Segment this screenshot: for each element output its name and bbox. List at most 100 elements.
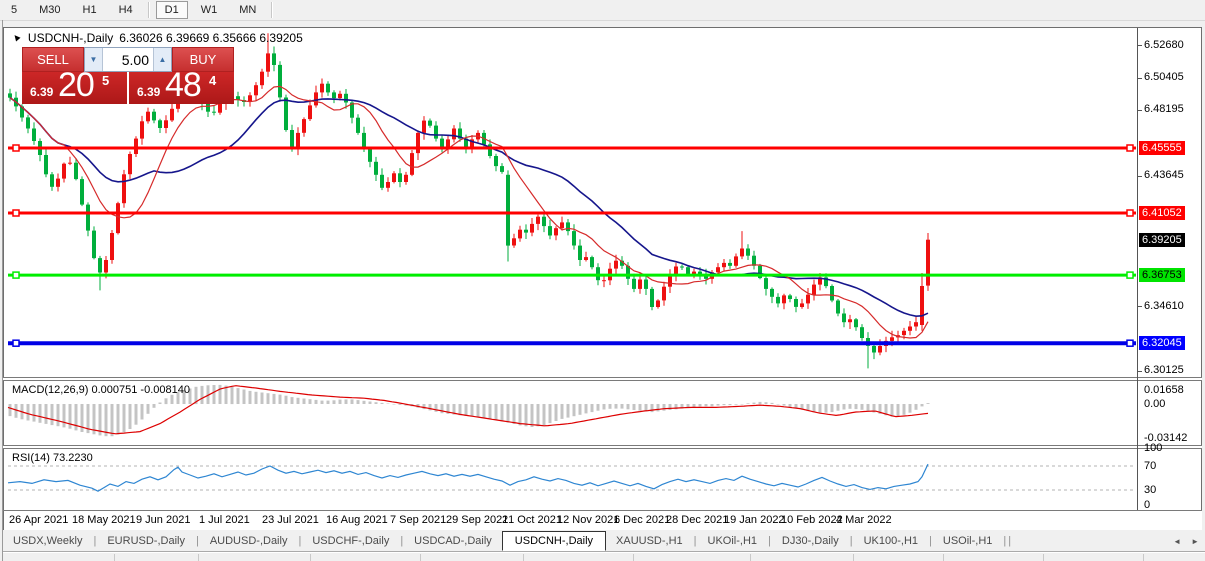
panel-separator[interactable] [3, 377, 1202, 381]
buy-price-sup: 4 [209, 73, 217, 88]
one-click-trade-panel: SELL ▼ ▲ BUY 6.39 20 5 6.39 48 4 [22, 47, 234, 104]
time-axis-label: 26 Apr 2021 [9, 514, 69, 526]
chart-tab-audusd-daily[interactable]: AUDUSD-,Daily [209, 535, 288, 547]
tab-separator: | [93, 535, 97, 547]
rsi-axis-label: 0 [1144, 499, 1151, 511]
buy-price-display[interactable]: 6.39 48 4 [129, 66, 234, 104]
buy-price-big: 48 [165, 66, 202, 104]
time-axis: 26 Apr 2021 18 May 2021 9 Jun 2021 1 Jul 20… [4, 511, 1202, 530]
chart-tab-dj30-daily[interactable]: DJ30-,Daily [781, 535, 839, 547]
terminal-panel-edge [3, 552, 1205, 561]
tab-separator: | [1003, 535, 1007, 547]
timeframe-button-h4[interactable]: H4 [118, 4, 133, 16]
buy-button[interactable]: BUY [172, 47, 234, 72]
volume-decrease-icon[interactable]: ▼ [85, 48, 103, 71]
time-axis-label: 21 Oct 2021 [502, 514, 562, 526]
time-axis-label: 28 Dec 2021 [666, 514, 729, 526]
column-separator [750, 554, 751, 561]
chart-tab-usdchf-daily[interactable]: USDCHF-,Daily [312, 535, 390, 547]
axis-tick [1137, 110, 1142, 111]
time-axis-label: 19 Jan 2022 [724, 514, 785, 526]
time-axis-label: 9 Jun 2021 [136, 514, 191, 526]
tab-separator: | [693, 535, 697, 547]
tab-separator: | [1008, 535, 1012, 547]
macd-axis-label: -0.03142 [1144, 431, 1188, 444]
chart-tab-uk100-h1[interactable]: UK100-,H1 [863, 535, 919, 547]
volume-increase-icon[interactable]: ▲ [153, 48, 171, 71]
column-separator [523, 554, 524, 561]
macd-signal-line [7, 385, 929, 435]
axis-tick [1137, 176, 1142, 177]
price-axis-label: 6.30125 [1144, 364, 1184, 376]
sell-button[interactable]: SELL [22, 47, 84, 72]
axis-tick [1137, 371, 1142, 372]
price-badge: 6.39205 [1139, 233, 1185, 247]
timeframe-toolbar: 5 M30 H1 H4 D1 W1 MN [0, 0, 1205, 21]
tab-scroll-left-icon[interactable]: ◄ [1173, 537, 1182, 546]
rsi-indicator-canvas [7, 463, 1136, 492]
ma-slow-line [9, 97, 929, 318]
price-badge: 6.45555 [1139, 141, 1185, 155]
timeframe-button-mn[interactable]: MN [239, 4, 257, 16]
time-axis-label: 29 Sep 2021 [446, 514, 509, 526]
column-separator [114, 554, 115, 561]
column-separator [198, 554, 199, 561]
main-chart-canvas[interactable] [6, 28, 1136, 378]
tab-separator: | [400, 535, 404, 547]
tab-scroll-right-icon[interactable]: ► [1191, 537, 1199, 546]
chart-tab-eurusd-daily[interactable]: EURUSD-,Daily [107, 535, 185, 547]
macd-indicator-label: MACD(12,26,9) 0.000751 -0.008140 [12, 384, 190, 396]
window-left-border [2, 20, 3, 561]
axis-tick [1137, 45, 1142, 46]
chart-tab-xauusd-h1[interactable]: XAUUSD-,H1 [616, 535, 683, 547]
chart-tab-usdcad-daily[interactable]: USDCAD-,Daily [414, 535, 492, 547]
chart-tab-usdcnh-daily[interactable]: USDCNH-,Daily [501, 531, 607, 551]
timeframe-button-5[interactable]: 5 [11, 4, 18, 16]
price-badge: 6.41052 [1139, 206, 1185, 220]
timeframe-button-d1[interactable]: D1 [155, 1, 188, 19]
panel-separator[interactable] [3, 445, 1202, 449]
price-axis-line [1137, 28, 1138, 510]
tab-scroll-arrows: ◄ ► [1173, 537, 1199, 546]
timeframe-button-h1[interactable]: H1 [82, 4, 97, 16]
tab-separator: | [849, 535, 853, 547]
volume-input[interactable] [103, 48, 153, 71]
sell-price-sup: 5 [102, 73, 110, 88]
tab-separator: | [768, 535, 771, 547]
column-separator [1143, 554, 1144, 561]
tab-separator: | [195, 535, 199, 547]
chart-tab-bar: USDX,Weekly | EURUSD-,Daily | AUDUSD-,Daily |… [3, 531, 1205, 552]
time-axis-label: 18 May 2021 [72, 514, 136, 526]
tab-separator: | [929, 535, 932, 547]
timeframe-button-w1[interactable]: W1 [200, 4, 218, 16]
price-axis-label: 6.48195 [1144, 103, 1184, 115]
time-axis-label: 1 Jul 2021 [199, 514, 250, 526]
macd-indicator-canvas [7, 384, 930, 437]
chart-tab-usoil-h1[interactable]: USOil-,H1 [942, 535, 993, 547]
macd-axis-label: 0.00 [1144, 397, 1166, 410]
price-axis-label: 6.52680 [1144, 39, 1184, 51]
chart-tab-usdx-weekly[interactable]: USDX,Weekly [13, 535, 83, 547]
toolbar-separator [271, 2, 274, 18]
time-axis-label: 6 Dec 2021 [614, 514, 671, 526]
price-axis-label: 6.34610 [1144, 300, 1184, 312]
column-separator [1043, 554, 1044, 561]
panel-toggle-icon[interactable]: ▲ [9, 30, 24, 46]
rsi-axis-label: 30 [1144, 484, 1157, 496]
time-axis-label: 4 Mar 2022 [836, 514, 892, 526]
axis-tick [1137, 78, 1142, 79]
chart-symbol-label: USDCNH-,Daily [27, 31, 114, 45]
time-axis-label: 12 Nov 2021 [557, 514, 620, 526]
price-badge: 6.32045 [1139, 336, 1185, 350]
column-separator [633, 554, 634, 561]
ma-fast-line [9, 85, 929, 339]
price-axis-label: 6.43645 [1144, 169, 1184, 181]
timeframe-button-m30[interactable]: M30 [39, 4, 61, 16]
sell-price-display[interactable]: 6.39 20 5 [22, 66, 129, 104]
chart-tab-ukoil-h1[interactable]: UKOil-,H1 [707, 535, 758, 547]
axis-tick [1137, 306, 1142, 307]
column-separator [420, 554, 421, 561]
rsi-axis-label: 70 [1144, 460, 1157, 472]
column-separator [310, 554, 311, 561]
